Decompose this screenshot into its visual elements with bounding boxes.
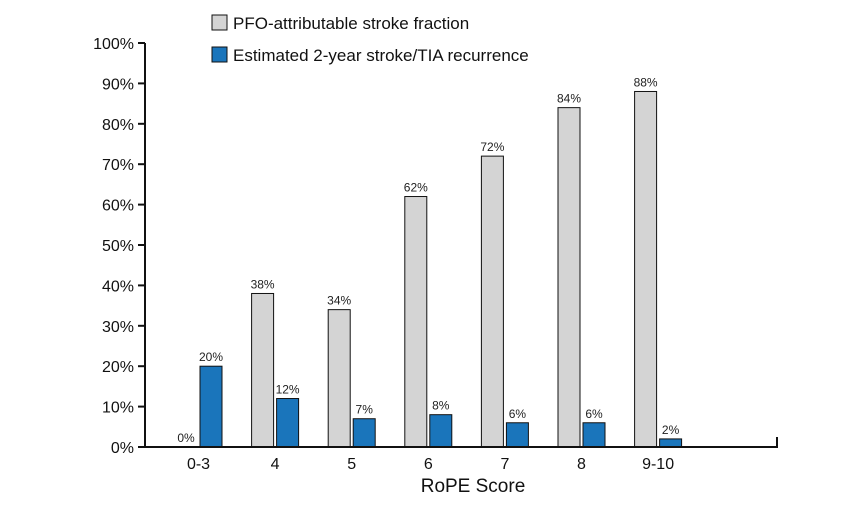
y-tick-label: 60% xyxy=(102,198,134,215)
legend-label-recurrence: Estimated 2-year stroke/TIA recurrence xyxy=(233,46,529,65)
bar-pfo-fraction xyxy=(327,309,351,448)
data-label: 88% xyxy=(634,75,658,89)
data-label: 8% xyxy=(432,399,450,413)
x-tick-label: 6 xyxy=(424,456,433,473)
x-axis-title: RoPE Score xyxy=(421,476,526,497)
bars-group: 0% 20% 38% 12% 34% 7% 62% 8% 72% 6% 84% 6% 88% 2% xyxy=(177,75,683,448)
data-label: 6% xyxy=(585,407,603,421)
y-tick-label: 10% xyxy=(102,400,134,417)
y-axis-ticks: 0% 10% 20% 30% 40% 50% 60% 70% 80% 90% 100% xyxy=(93,36,145,457)
bar-pfo-fraction xyxy=(404,196,428,448)
bar-pfo-fraction xyxy=(557,107,581,448)
data-label: 20% xyxy=(199,350,223,364)
y-tick-label: 20% xyxy=(102,359,134,376)
bar-pfo-fraction xyxy=(251,292,275,448)
y-tick-label: 100% xyxy=(93,36,134,53)
data-label: 72% xyxy=(480,140,504,154)
bar-recurrence xyxy=(659,438,683,448)
data-label: 0% xyxy=(177,431,195,445)
x-tick-label: 7 xyxy=(500,456,509,473)
x-axis-labels: 0-3 4 5 6 7 8 9-10 xyxy=(187,456,674,473)
y-tick-label: 0% xyxy=(111,440,134,457)
y-tick-label: 70% xyxy=(102,157,134,174)
data-label: 38% xyxy=(251,277,275,291)
y-tick-label: 30% xyxy=(102,319,134,336)
bar-pfo-fraction xyxy=(634,90,658,448)
y-tick-label: 50% xyxy=(102,238,134,255)
data-label: 84% xyxy=(557,92,581,106)
y-tick-label: 40% xyxy=(102,278,134,295)
bar-pfo-fraction xyxy=(480,155,504,448)
legend-swatch-recurrence xyxy=(211,46,228,63)
bar-recurrence xyxy=(276,398,300,448)
legend-label-pfo-fraction: PFO-attributable stroke fraction xyxy=(233,14,469,33)
bar-recurrence xyxy=(199,365,223,448)
x-tick-label: 8 xyxy=(577,456,586,473)
data-label: 62% xyxy=(404,181,428,195)
data-label: 2% xyxy=(662,423,680,437)
data-label: 7% xyxy=(356,403,374,417)
axes xyxy=(144,43,778,448)
data-label: 12% xyxy=(276,383,300,397)
x-tick-label: 5 xyxy=(347,456,356,473)
legend-swatch-pfo-fraction xyxy=(211,14,228,31)
x-tick-label: 9-10 xyxy=(642,456,674,473)
bar-recurrence xyxy=(582,422,606,448)
data-label: 6% xyxy=(509,407,527,421)
bar-recurrence xyxy=(505,422,529,448)
bar-recurrence xyxy=(429,414,453,448)
legend: PFO-attributable stroke fraction Estimate… xyxy=(211,14,529,65)
y-tick-label: 80% xyxy=(102,117,134,134)
bar-recurrence xyxy=(352,418,376,448)
x-tick-label: 0-3 xyxy=(187,456,210,473)
y-tick-label: 90% xyxy=(102,76,134,93)
data-label: 34% xyxy=(327,294,351,308)
x-tick-label: 4 xyxy=(271,456,280,473)
